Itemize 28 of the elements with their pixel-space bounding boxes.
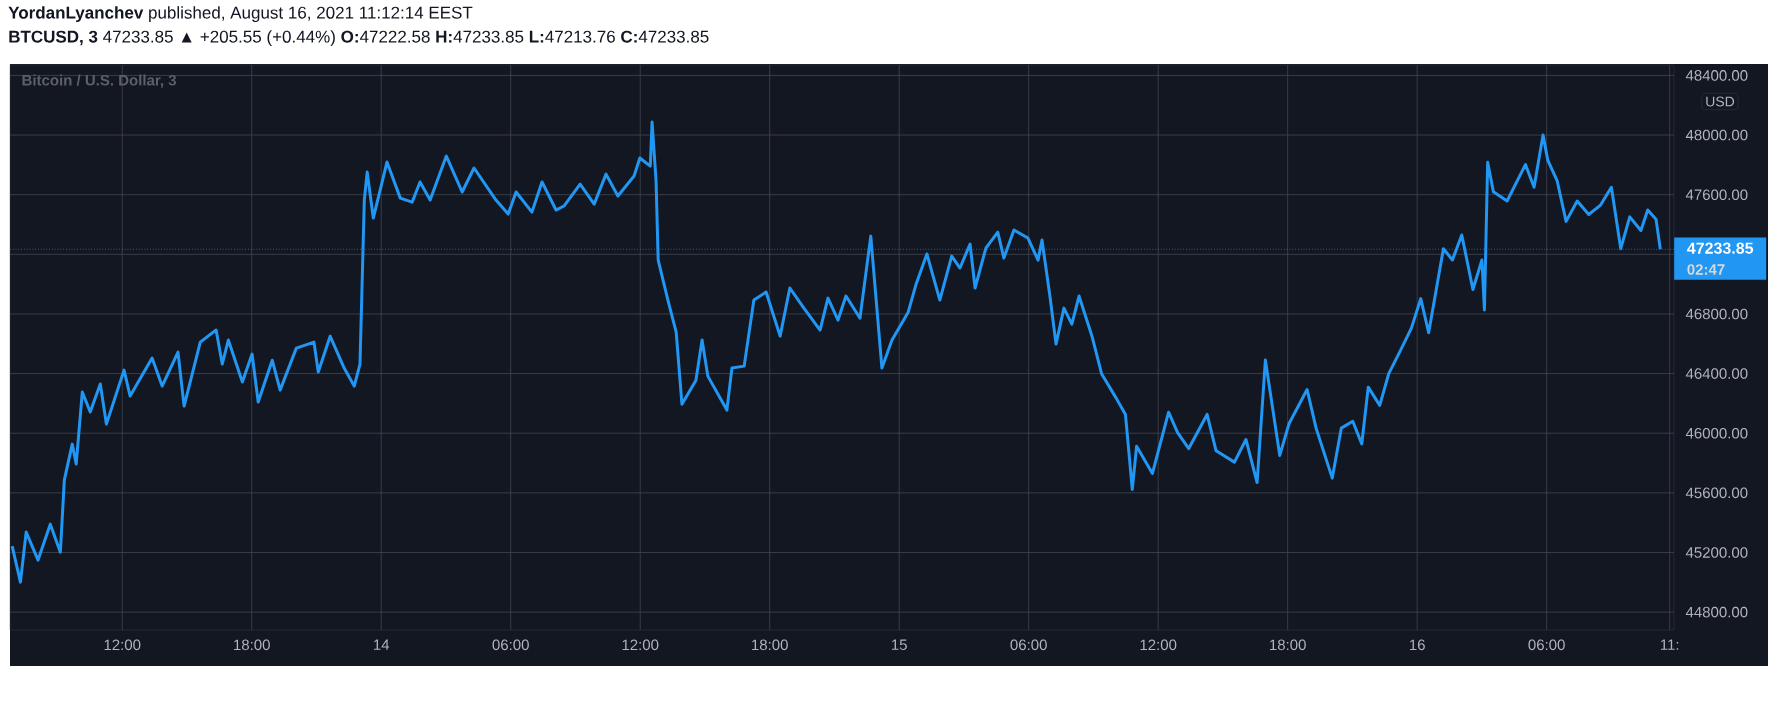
chart-title: YordanLyanchev published, August 16, 2021 11:12:14 EEST <box>8 6 473 23</box>
x-tick-label: 18:00 <box>752 639 788 651</box>
x-tick-label: 12:00 <box>1140 639 1177 651</box>
x-tick-label: 18:00 <box>1270 639 1306 651</box>
x-tick-label: 18:00 <box>234 639 270 651</box>
annotation: Bitcoin / U.S. Dollar, 3 <box>22 74 177 88</box>
y-tick-label: 45600.00 <box>1685 487 1748 499</box>
y-tick-label: 46000.00 <box>1685 427 1748 439</box>
x-tick-label: 11: <box>1660 639 1679 650</box>
x-tick-label: 12:00 <box>104 639 141 651</box>
x-tick-label: 06:00 <box>1010 639 1047 651</box>
y-tick-label: 46800.00 <box>1685 308 1748 320</box>
ref-line-label: 47233.85 <box>1687 242 1754 254</box>
text: USD <box>1706 96 1735 107</box>
y-tick-label: 46400.00 <box>1685 368 1748 379</box>
x-tick-label: 16 <box>1409 639 1425 651</box>
text: BTCUSD, 3 47233.85 ▲ +205.55 (+0.44%) O:47222.58 H:47233.85 L:47213.76 C:47233.85 <box>9 30 709 47</box>
text: 02:47 <box>1687 264 1725 275</box>
y-tick-label: 47600.00 <box>1685 189 1748 200</box>
y-tick-label: 48000.00 <box>1685 129 1748 141</box>
x-tick-label: 06:00 <box>1528 639 1565 651</box>
y-tick-label: 44800.00 <box>1685 606 1748 618</box>
x-tick-label: 12:00 <box>622 639 659 651</box>
y-tick-label: 45200.00 <box>1685 547 1748 558</box>
y-tick-label: 48400.00 <box>1685 70 1748 81</box>
x-tick-label: 06:00 <box>492 639 529 651</box>
x-tick-label: 14 <box>374 639 390 650</box>
x-tick-label: 15 <box>891 639 907 650</box>
